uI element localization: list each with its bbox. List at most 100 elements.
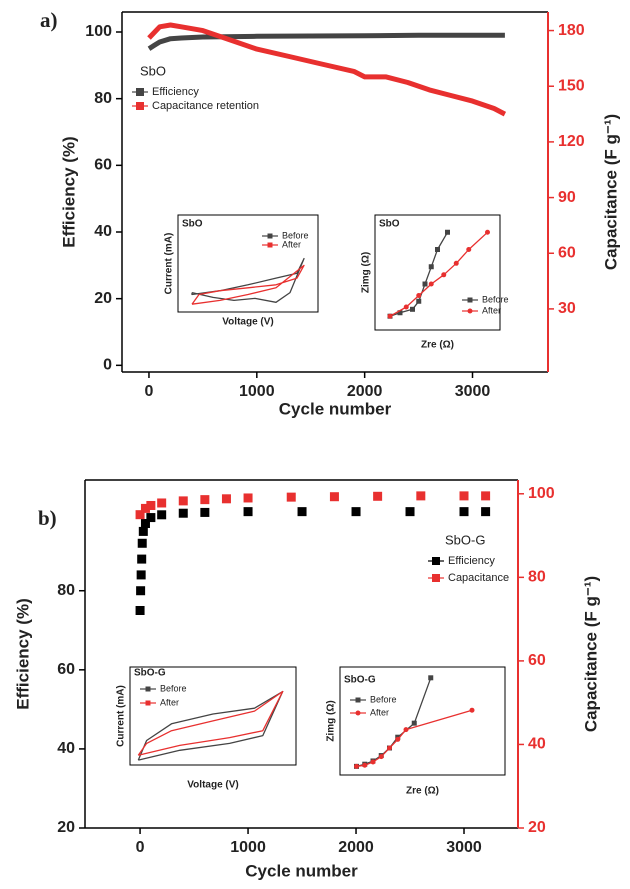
marker	[354, 763, 359, 769]
y-axis-label: Current (mA)	[164, 233, 175, 295]
x-axis-label: Voltage (V)	[187, 780, 238, 791]
x-tick-label: 0	[136, 839, 145, 856]
legend-label: Efficiency	[448, 555, 495, 567]
legend-label: Before	[482, 294, 509, 304]
legend-marker	[136, 102, 144, 110]
marker	[297, 507, 307, 517]
x-axis-label: Cycle number	[245, 861, 358, 880]
marker	[466, 247, 472, 252]
marker	[200, 495, 210, 505]
panel-label: a)	[40, 8, 58, 32]
marker	[485, 229, 490, 235]
y2-tick-label: 30	[558, 300, 576, 317]
marker	[221, 494, 231, 504]
marker	[362, 762, 368, 768]
legend-label: Before	[160, 683, 187, 693]
legend-label: After	[370, 707, 389, 717]
marker	[373, 491, 383, 501]
inset-frame	[129, 666, 297, 766]
x-tick-label: 1000	[230, 839, 266, 856]
legend-title: SbO-G	[445, 532, 485, 547]
marker	[370, 759, 376, 765]
marker	[329, 492, 339, 502]
marker	[243, 493, 253, 503]
marker	[445, 229, 450, 235]
x-axis-label: Cycle number	[279, 399, 392, 418]
marker	[435, 247, 440, 252]
marker	[138, 526, 148, 536]
inset-frame	[374, 214, 501, 331]
marker	[178, 508, 188, 518]
legend-label: After	[482, 305, 501, 315]
marker	[243, 507, 253, 517]
y2-tick-label: 150	[558, 77, 585, 94]
marker	[387, 745, 392, 751]
y-tick-label: 40	[94, 223, 112, 240]
marker	[140, 503, 150, 513]
marker	[428, 264, 434, 270]
marker	[135, 510, 145, 520]
legend-title: SbO-G	[344, 675, 376, 686]
marker	[441, 272, 447, 278]
series-line	[389, 231, 488, 317]
marker	[428, 675, 434, 681]
marker	[403, 727, 409, 733]
legend-marker	[467, 297, 473, 303]
marker	[453, 260, 459, 266]
legend-title: SbO-G	[134, 668, 166, 679]
y2-axis-label: Capacitance (F g⁻¹)	[581, 576, 600, 732]
marker	[200, 507, 210, 517]
legend-marker	[145, 686, 151, 692]
x-tick-label: 1000	[239, 383, 275, 400]
marker	[136, 586, 146, 596]
series-line	[137, 690, 284, 761]
legend-marker	[267, 233, 273, 239]
marker	[351, 507, 361, 517]
marker	[422, 281, 428, 287]
marker	[286, 492, 296, 502]
y2-tick-label: 60	[528, 652, 546, 669]
y-axis-label: Zimg (Ω)	[326, 700, 337, 741]
marker	[481, 507, 491, 517]
y-tick-label: 20	[57, 819, 75, 836]
y2-axis-label: Capacitance (F g⁻¹)	[601, 114, 620, 270]
inset-frame	[177, 214, 319, 313]
x-tick-label: 0	[145, 383, 154, 400]
marker	[140, 519, 150, 528]
y-tick-label: 20	[94, 290, 112, 307]
legend-label: After	[160, 697, 179, 707]
legend-marker	[136, 88, 144, 96]
marker	[416, 298, 422, 304]
y2-tick-label: 80	[528, 569, 546, 586]
y-axis-label: Efficiency (%)	[13, 598, 32, 709]
marker	[136, 570, 146, 580]
x-axis-label: Zre (Ω)	[406, 786, 439, 797]
marker	[459, 507, 469, 517]
marker	[410, 306, 415, 312]
marker	[395, 736, 401, 742]
y-tick-label: 0	[103, 357, 112, 374]
legend-marker	[432, 557, 440, 565]
legend-label: After	[282, 239, 301, 249]
y-tick-label: 80	[94, 90, 112, 107]
inset-frame	[339, 666, 506, 776]
legend-marker	[432, 574, 440, 582]
legend-marker	[267, 242, 273, 248]
marker	[403, 304, 409, 310]
series-line	[191, 264, 305, 305]
y-axis-label: Current (mA)	[116, 685, 127, 747]
y-tick-label: 60	[94, 157, 112, 174]
marker	[428, 281, 434, 287]
marker	[411, 720, 417, 726]
marker	[378, 754, 384, 760]
legend-title: SbO	[182, 219, 203, 230]
legend-label: Capacitance retention	[152, 100, 259, 112]
legend-label: Before	[370, 694, 397, 704]
legend-marker	[355, 710, 361, 716]
marker	[416, 293, 422, 298]
marker	[137, 538, 147, 548]
marker	[469, 707, 475, 713]
legend-label: Before	[282, 230, 309, 240]
x-axis-label: Zre (Ω)	[421, 340, 454, 351]
